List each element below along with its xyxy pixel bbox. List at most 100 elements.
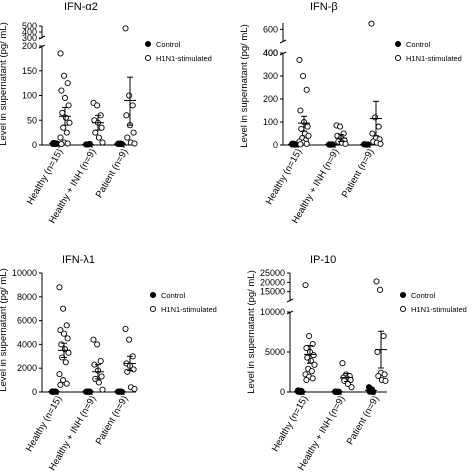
panel-3-stimulated-point [65, 349, 72, 356]
panel-1-stimulated-point [95, 134, 102, 141]
panel-2-title: IFN-β [310, 1, 338, 13]
panel-3-stimulated-point [60, 330, 68, 337]
panel-2-legend-label: Control [406, 40, 431, 49]
panel-2-stimulated-point [368, 20, 375, 27]
panel-1-stimulated-point [131, 140, 138, 147]
panel-4-stimulated-point [373, 278, 380, 285]
panel-4-y-tick-label: 25000 [260, 268, 285, 278]
panel-1-legend-marker [144, 40, 152, 48]
panel-2-y-tick-label: 200 [263, 94, 278, 104]
panel-1-stimulated-point [63, 129, 70, 136]
panel-2-stimulated-point [337, 123, 344, 130]
panel-3-stimulated-point [122, 325, 129, 332]
panel-3-category-label: Healthy (n=15) [24, 394, 65, 454]
panel-4-stimulated-point [311, 361, 318, 368]
panel-3-stimulated-point [99, 386, 106, 393]
panel-4-stimulated-point [303, 376, 310, 384]
panel-1-stimulated-point [58, 87, 65, 94]
panel-2-y-tick-label: 400 [263, 48, 278, 58]
panel-1-stimulated-point [61, 94, 69, 102]
panel-4-category-label: Patient (n=9) [345, 394, 382, 447]
panel-2-category-label: Patient (n=9) [340, 147, 377, 200]
panel-1-legend-label: Control [156, 40, 181, 49]
panel-3-stimulated-point [64, 335, 71, 342]
panel-4-y-tick-label: 10000 [260, 307, 285, 317]
panel-3-stimulated-point [97, 358, 104, 365]
panel-2-stimulated-point [297, 141, 304, 148]
panel-3-legend-label: H1N1-stimulated [161, 305, 217, 314]
panel-3-stimulated-point [57, 327, 64, 334]
panel-4-stimulated-point [302, 282, 309, 289]
panel-4-stimulated-point [310, 352, 317, 359]
panel-2-y-tick-label: 400 [263, 48, 278, 58]
panel-1-stimulated-point [94, 102, 101, 109]
panel-4-stimulated-point [348, 384, 355, 391]
panel-3-stimulated-point [94, 341, 101, 348]
panel-1-y-tick-label: 150 [22, 66, 37, 76]
panel-3-stimulated-point [62, 359, 69, 366]
panel-2-stimulated-point [296, 56, 303, 63]
panel-1-stimulated-point [58, 140, 65, 148]
panel-2-legend-marker [394, 54, 402, 62]
panel-3-stimulated-point [124, 368, 131, 375]
panel-4-stimulated-point [306, 332, 313, 340]
panel-1-stimulated-point [57, 134, 64, 141]
panel-1-y-tick-label: 400 [22, 27, 37, 37]
panel-3-y-tick-label: 4000 [17, 339, 37, 349]
panel-4-stimulated-point [374, 348, 381, 356]
panel-2-category-label: Healthy (n=15) [264, 147, 305, 207]
panel-2-legend-label: H1N1-stimulated [406, 54, 462, 63]
panel-3-stimulated-point [60, 377, 67, 384]
panel-3-stimulated-point [56, 284, 63, 291]
panel-3-stimulated-point [131, 385, 138, 393]
panel-3-stimulated-point [63, 380, 70, 387]
panel-1-stimulated-point [59, 109, 66, 116]
panel-2-stimulated-point [377, 140, 384, 147]
panel-2-y-tick-label: 300 [263, 71, 278, 81]
panel-2-stimulated-point [297, 107, 304, 114]
panel-3-stimulated-point [98, 373, 105, 380]
panel-4-stimulated-point [375, 372, 382, 380]
panel-1-stimulated-point [129, 102, 136, 109]
panel-3-stimulated-point [95, 379, 102, 386]
panel-1-legend-label: H1N1-stimulated [156, 54, 212, 63]
panel-4-stimulated-point [381, 371, 388, 378]
panel-2-stimulated-point [300, 72, 307, 80]
panel-4-stimulated-point [303, 344, 310, 352]
panel-4-axis-break-mark [286, 298, 294, 303]
panel-3-y-tick-label: 10000 [12, 268, 37, 278]
panel-3-y-tick-label: 8000 [17, 292, 37, 302]
panel-4-legend-label: H1N1-stimulated [411, 305, 467, 314]
panel-4-category-label: Healthy (n=15) [270, 394, 311, 454]
panel-2-stimulated-point [305, 132, 312, 139]
panel-2-stimulated-point [375, 123, 382, 130]
panel-1-category-label: Patient (n=9) [94, 147, 131, 200]
panel-4-title: IP-10 [310, 254, 336, 266]
panel-4-stimulated-point [309, 375, 316, 382]
panel-4-y-tick-label: 5000 [265, 347, 285, 357]
panel-2-stimulated-point [372, 114, 379, 121]
panel-3-y-tick-label: 2000 [17, 363, 37, 373]
panel-1-stimulated-point [57, 50, 64, 57]
panel-1-stimulated-point [123, 112, 130, 119]
panel-2-y-tick-label: 100 [263, 117, 278, 127]
panel-1-stimulated-point [92, 129, 99, 136]
panel-3-category-label: Patient (n=9) [94, 394, 131, 447]
panel-3-stimulated-point [56, 371, 63, 378]
panel-1-stimulated-point [99, 139, 106, 146]
panel-2-legend-marker [394, 40, 402, 48]
panel-1-title: IFN-α2 [64, 1, 98, 13]
panel-1-stimulated-point [66, 119, 73, 126]
panel-4-y-label: Level in supernatant (pg/ mL) [246, 270, 257, 394]
panel-4-y-tick-label: 15000 [260, 287, 285, 297]
panel-1-stimulated-point [124, 134, 131, 141]
panel-2-y-tick-label: 0 [273, 140, 278, 150]
panel-3-y-label: Level in supernatant (pg/ mL) [0, 268, 9, 392]
panel-4-control-point [295, 387, 302, 394]
panel-1-stimulated-point [98, 124, 105, 131]
panel-3-stimulated-point [57, 381, 64, 388]
panel-1-stimulated-point [130, 129, 137, 136]
panel-4-legend-marker [399, 305, 407, 313]
panel-1-stimulated-point [61, 72, 68, 79]
panel-1-legend-marker [144, 54, 152, 62]
